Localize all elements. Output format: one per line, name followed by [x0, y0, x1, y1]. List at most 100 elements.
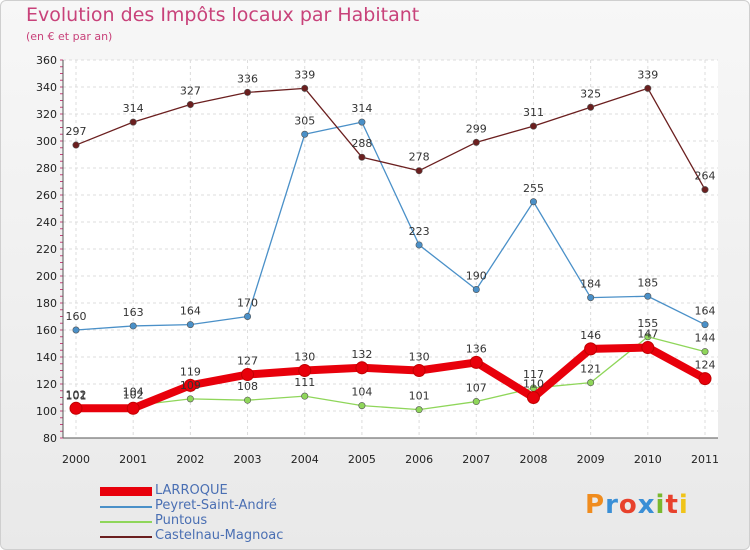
data-point — [641, 341, 655, 355]
legend-label: LARROQUE — [155, 483, 228, 498]
data-label: 311 — [523, 106, 544, 119]
data-label: 185 — [637, 276, 658, 289]
data-point — [529, 122, 537, 130]
data-label: 136 — [466, 342, 487, 355]
y-tick-label: 280 — [36, 162, 57, 175]
logo-letter: r — [605, 490, 619, 520]
x-tick-label: 2006 — [405, 453, 433, 466]
data-label: 255 — [523, 182, 544, 195]
data-label: 121 — [580, 363, 601, 376]
x-tick-label: 2000 — [62, 453, 90, 466]
data-label: 325 — [580, 87, 601, 100]
data-label: 163 — [123, 306, 144, 319]
series-line-1 — [75, 121, 706, 331]
logo-letter: i — [678, 490, 689, 520]
y-tick-label: 240 — [36, 216, 57, 229]
data-label: 314 — [351, 102, 372, 115]
legend-label: Castelnau-Magnoac — [155, 528, 284, 543]
data-point — [301, 130, 309, 138]
data-point — [472, 138, 480, 146]
data-point — [244, 312, 252, 320]
data-point — [244, 396, 252, 404]
data-point — [358, 118, 366, 126]
axes: 80 100 120 140 160 180 200 220 240 260 280 300 320 34… — [36, 54, 719, 466]
data-label: 336 — [237, 72, 258, 85]
data-label: 104 — [351, 386, 372, 399]
data-label: 110 — [523, 378, 544, 391]
line-chart: 80 100 120 140 160 180 200 220 240 260 280 300 320 34… — [36, 54, 719, 466]
legend-swatch — [100, 506, 152, 508]
data-point — [298, 364, 312, 377]
data-point — [129, 118, 137, 126]
x-tick-label: 2007 — [462, 453, 490, 466]
data-point — [186, 321, 194, 329]
y-tick-label: 160 — [36, 324, 57, 337]
data-point — [72, 326, 80, 334]
data-point — [415, 241, 423, 249]
x-tick-label: 2009 — [577, 453, 605, 466]
data-label: 102 — [123, 388, 144, 401]
data-label: 119 — [180, 365, 201, 378]
data-point — [644, 333, 652, 341]
series-line-2 — [75, 336, 706, 411]
data-label: 184 — [580, 278, 601, 291]
data-point — [701, 321, 709, 329]
data-label: 288 — [351, 137, 372, 150]
x-tick-label: 2008 — [519, 453, 547, 466]
logo-letter: o — [618, 490, 638, 520]
y-tick-label: 100 — [36, 405, 57, 418]
x-tick-label: 2001 — [119, 453, 147, 466]
data-label: 164 — [180, 305, 201, 318]
y-tick-label: 300 — [36, 135, 57, 148]
y-tick-label: 200 — [36, 270, 57, 283]
data-label: 102 — [66, 388, 87, 401]
data-point — [584, 342, 598, 356]
data-label: 101 — [409, 390, 430, 403]
data-point — [355, 361, 369, 375]
x-tick-label: 2010 — [634, 453, 662, 466]
data-label: 130 — [409, 351, 430, 364]
data-label: 223 — [409, 225, 430, 238]
data-label: 108 — [237, 380, 258, 393]
legend-swatch — [100, 487, 152, 496]
data-label: 278 — [409, 151, 430, 164]
chart-subtitle: (en € et par an) — [26, 30, 113, 43]
data-label: 132 — [351, 348, 372, 361]
data-label: 130 — [294, 351, 315, 364]
data-label: 117 — [523, 368, 544, 381]
data-label: 109 — [180, 379, 201, 392]
data-label: 327 — [180, 85, 201, 98]
data-label: 144 — [695, 332, 716, 345]
data-label: 107 — [466, 382, 487, 395]
data-point — [587, 294, 595, 302]
series-line-3 — [75, 87, 706, 191]
proxiti-logo: Proxiti — [585, 490, 689, 520]
data-label: 339 — [637, 68, 658, 81]
data-label: 264 — [695, 170, 716, 183]
data-label: 147 — [637, 328, 658, 341]
y-tick-label: 140 — [36, 351, 57, 364]
data-point — [529, 198, 537, 206]
data-label: 111 — [294, 376, 315, 389]
data-point — [472, 285, 480, 293]
data-point — [526, 391, 540, 404]
data-label: 164 — [695, 305, 716, 318]
series-lines — [69, 84, 712, 415]
data-point — [415, 406, 423, 414]
data-label: 104 — [123, 386, 144, 399]
data-label: 155 — [637, 317, 658, 330]
data-label: 124 — [695, 359, 716, 372]
data-label: 297 — [66, 125, 87, 138]
data-point — [244, 88, 252, 96]
y-tick-label: 320 — [36, 108, 57, 121]
chart-title: Evolution des Impôts locaux par Habitant — [26, 4, 420, 26]
data-labels: 102 102 119 127 130 132 130 136 110 146 147 124 160 1… — [66, 68, 716, 402]
y-tick-label: 340 — [36, 81, 57, 94]
data-label: 170 — [237, 297, 258, 310]
data-label: 190 — [466, 270, 487, 283]
data-label: 146 — [580, 329, 601, 342]
data-point — [644, 292, 652, 300]
logo-letter: P — [585, 490, 606, 520]
data-point — [358, 153, 366, 161]
legend-label: Peyret-Saint-André — [155, 498, 277, 513]
